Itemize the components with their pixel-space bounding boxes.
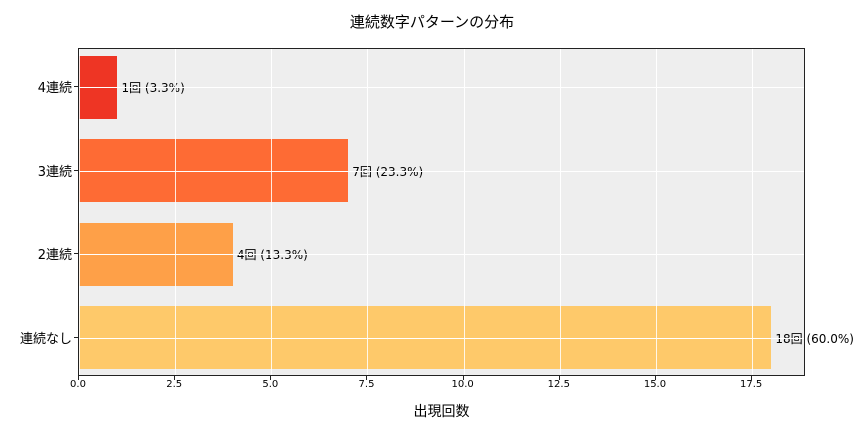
x-tick-label: 5.0 bbox=[262, 379, 279, 390]
bar-value-label: 4回 (13.3%) bbox=[236, 248, 308, 262]
y-tick-mark bbox=[74, 336, 78, 338]
x-tick-mark bbox=[366, 376, 368, 380]
gridline-horizontal bbox=[79, 254, 804, 255]
y-tick-label: 2連続 bbox=[37, 248, 72, 263]
x-tick-mark bbox=[174, 376, 176, 380]
chart-title: 連続数字パターンの分布 bbox=[349, 13, 515, 31]
gridline-vertical bbox=[559, 49, 561, 375]
x-tick-mark bbox=[270, 376, 272, 380]
x-tick-mark bbox=[558, 376, 560, 380]
x-tick-label: 17.5 bbox=[740, 379, 763, 390]
gridline-vertical bbox=[271, 49, 273, 375]
y-tick-mark bbox=[74, 169, 78, 171]
y-tick-label: 4連続 bbox=[37, 81, 72, 96]
x-tick-label: 2.5 bbox=[166, 379, 183, 390]
x-tick-label: 0.0 bbox=[70, 379, 86, 390]
y-tick-mark bbox=[74, 86, 78, 87]
y-tick-mark bbox=[74, 253, 78, 254]
gridline-horizontal bbox=[79, 337, 804, 339]
x-tick-mark bbox=[654, 376, 656, 380]
y-tick-label: 連続なし bbox=[19, 331, 72, 347]
x-tick-label: 12.5 bbox=[547, 379, 570, 390]
y-tick-label: 3連続 bbox=[37, 164, 72, 180]
gridline-vertical bbox=[752, 49, 754, 375]
plot-area: 1回 (3.3%) 7回 (23.3%) 4回 (13.3%) 18回 (60.0%) bbox=[78, 48, 854, 376]
gridline-vertical bbox=[367, 49, 369, 375]
gridline-vertical bbox=[463, 49, 465, 375]
x-tick-mark bbox=[78, 376, 79, 380]
x-tick-mark bbox=[751, 376, 753, 380]
gridline-vertical bbox=[655, 49, 657, 375]
bar-value-label: 1回 (3.3%) bbox=[121, 81, 185, 95]
bar-value-label: 7回 (23.3%) bbox=[352, 164, 424, 179]
gridline-vertical bbox=[79, 49, 80, 375]
x-tick-label: 10.0 bbox=[451, 379, 474, 390]
gridline-horizontal bbox=[79, 87, 804, 88]
x-tick-mark bbox=[462, 376, 464, 380]
x-tick-label: 15.0 bbox=[643, 379, 667, 390]
gridline-vertical bbox=[175, 49, 177, 375]
x-axis-label: 出現回数 bbox=[413, 404, 470, 420]
x-tick-label: 7.5 bbox=[358, 379, 375, 390]
gridline-horizontal bbox=[79, 170, 804, 172]
bar-value-label: 18回 (60.0%) bbox=[775, 331, 854, 346]
